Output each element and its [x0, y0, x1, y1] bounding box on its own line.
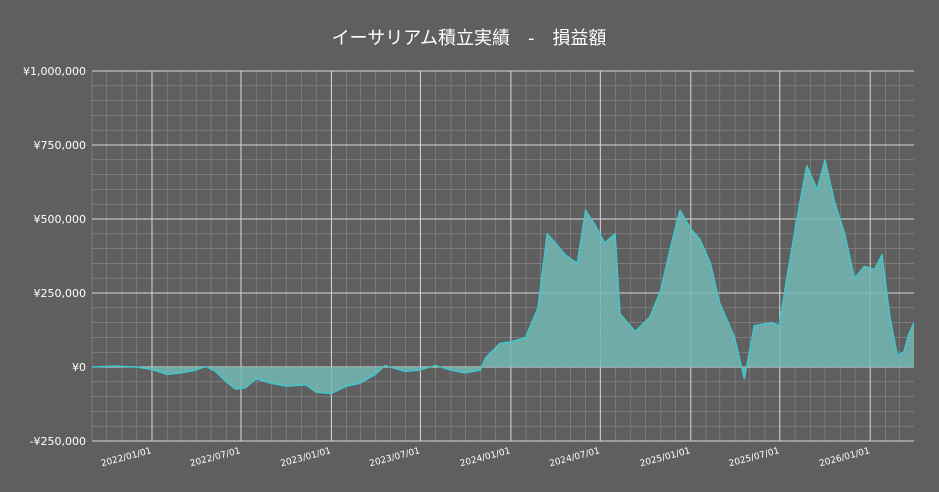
y-tick-label: ¥750,000 [34, 139, 87, 152]
y-axis: ¥1,000,000 ¥750,000 ¥500,000 ¥250,000 ¥0 -¥25… [23, 65, 86, 448]
plot-area [91, 159, 915, 395]
profit-area [92, 159, 914, 394]
profit-line [91, 159, 915, 395]
y-tick-label: ¥1,000,000 [23, 65, 86, 78]
y-tick-label: ¥500,000 [34, 213, 87, 226]
y-tick-label: ¥0 [72, 361, 86, 374]
y-tick-label: ¥250,000 [34, 287, 87, 300]
y-tick-label: -¥250,000 [30, 435, 86, 448]
chart-title: イーサリアム積立実績 - 損益額 [332, 28, 607, 49]
